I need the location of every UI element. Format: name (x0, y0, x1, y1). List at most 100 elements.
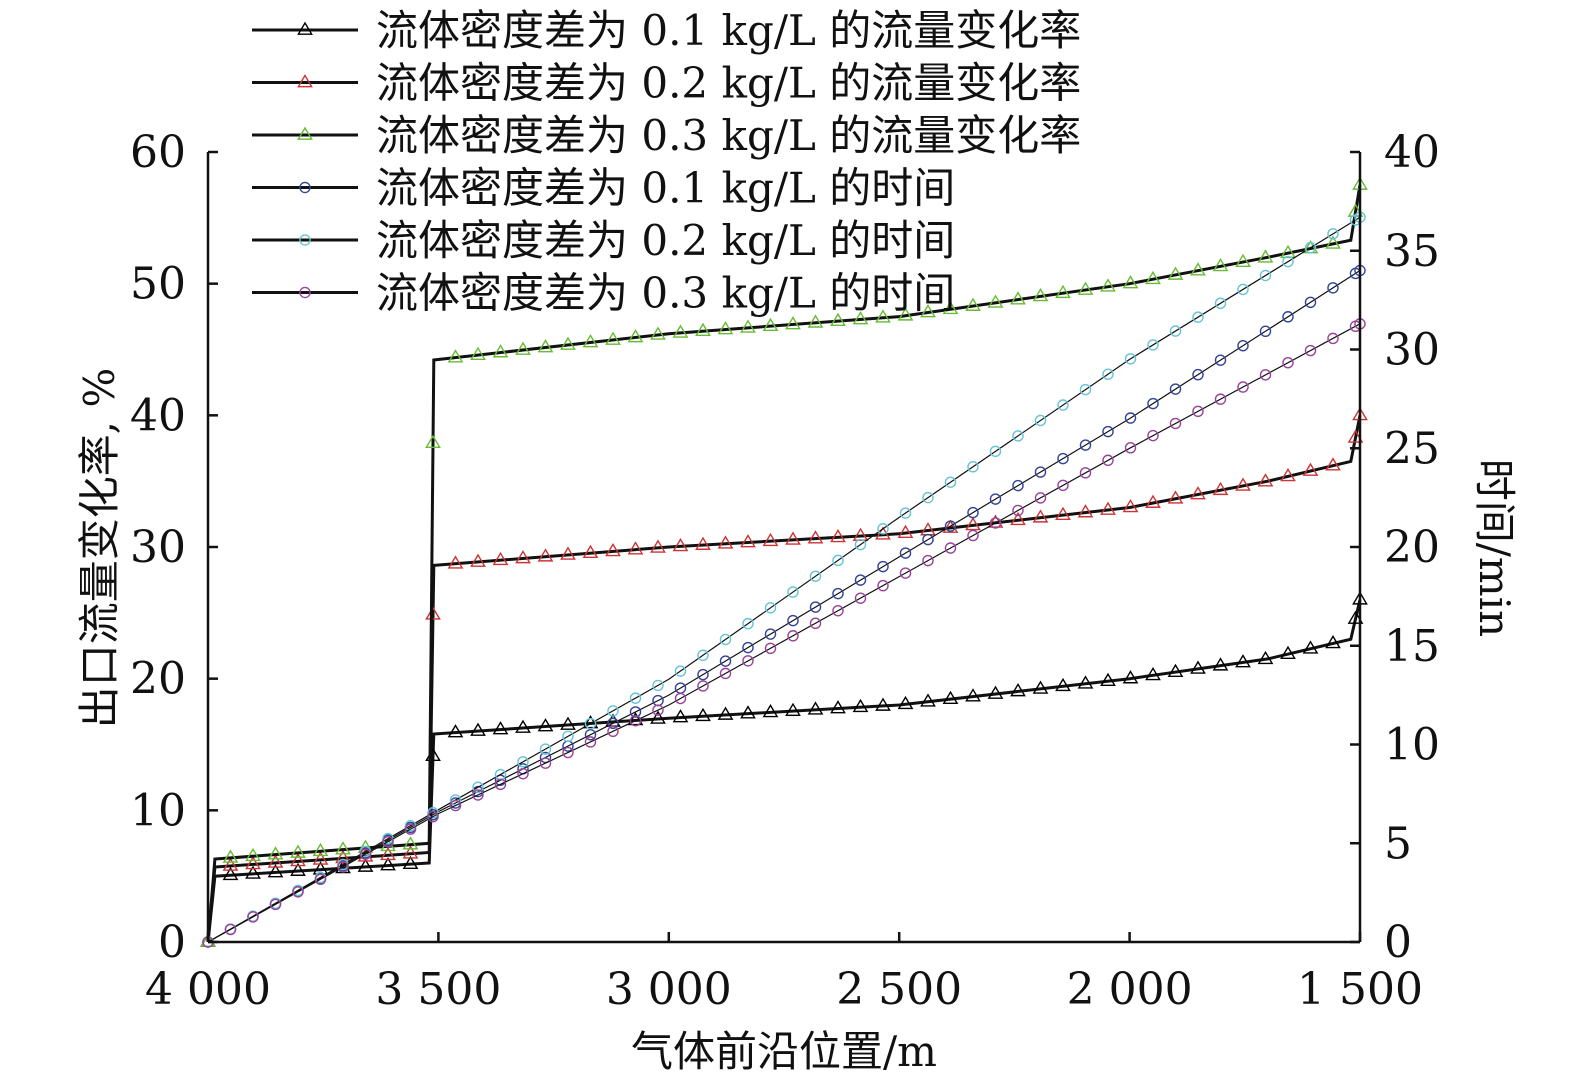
data-point (335, 841, 351, 855)
data-point (697, 680, 709, 692)
data-point (740, 319, 756, 333)
data-point (245, 847, 261, 862)
data-point (1304, 241, 1317, 254)
data-point (1077, 504, 1094, 518)
data-point (922, 491, 934, 504)
data-point (427, 810, 439, 823)
y-left-tick-label: 40 (130, 390, 186, 441)
data-point (922, 554, 934, 567)
data-point (267, 846, 284, 860)
data-point (292, 886, 304, 898)
data-point (335, 849, 351, 864)
data-point (245, 865, 261, 879)
data-point (762, 532, 779, 547)
data-point (742, 617, 754, 630)
legend-label: 流体密度差为 0.1 kg/L 的时间 (376, 164, 955, 213)
data-point (717, 535, 734, 549)
data-point (222, 857, 239, 871)
data-point (830, 528, 846, 543)
data-point (1012, 504, 1024, 517)
data-point (787, 614, 799, 627)
y-left-tick-label: 10 (130, 785, 186, 836)
data-point (312, 842, 329, 857)
right-y-axis-title: 时间/min (1470, 459, 1519, 637)
data-point (1032, 288, 1049, 302)
data-point (222, 849, 239, 863)
data-point (605, 543, 621, 557)
y-right-tick-label: 25 (1384, 423, 1440, 474)
data-point (517, 767, 529, 780)
data-point (1147, 429, 1159, 442)
data-point (830, 312, 846, 327)
data-point (1100, 672, 1116, 687)
legend-marker (299, 181, 311, 194)
data-point (967, 506, 979, 519)
series-layer (200, 176, 1368, 948)
y-right-tick-label: 5 (1384, 818, 1412, 869)
data-point (1257, 473, 1274, 487)
data-point (920, 304, 936, 318)
legend-marker (299, 234, 311, 246)
data-point (1100, 278, 1116, 292)
y-left-tick-label: 0 (158, 917, 186, 968)
ticks-layer: 4 000 3 500 3 000 2 500 2 000 1 5000102030405… (130, 127, 1440, 1015)
data-point (560, 546, 576, 560)
data-point (425, 434, 441, 448)
data-point (807, 530, 824, 544)
data-point (989, 517, 1002, 529)
data-point (492, 721, 509, 735)
data-point (1077, 281, 1094, 295)
data-point (695, 322, 711, 337)
data-point (1122, 670, 1139, 684)
data-point (290, 862, 306, 876)
y-left-tick-label: 50 (130, 259, 186, 310)
data-point (425, 606, 441, 620)
data-point (965, 517, 981, 531)
data-point (899, 547, 912, 559)
data-point (809, 570, 822, 582)
data-point (650, 710, 666, 724)
data-point (1212, 657, 1229, 671)
legend-entry: 流体密度差为 0.3 kg/L 的时间 (252, 269, 955, 318)
data-point (314, 873, 327, 886)
data-point (897, 524, 914, 539)
data-point (1257, 650, 1274, 665)
y-right-tick-label: 40 (1384, 127, 1440, 178)
x-tick-label: 4 000 (145, 964, 271, 1015)
data-point (717, 706, 734, 720)
data-point (1124, 353, 1137, 365)
data-point (695, 536, 711, 550)
x-tick-label: 3 500 (375, 964, 501, 1015)
data-point (762, 703, 779, 718)
data-point (629, 706, 642, 718)
data-point (1057, 479, 1069, 492)
data-point (652, 679, 664, 692)
data-point (1169, 417, 1182, 430)
data-point (719, 633, 732, 646)
y-right-tick-label: 10 (1384, 720, 1440, 771)
data-point (672, 537, 689, 552)
data-point (1147, 397, 1159, 410)
y-right-tick-label: 15 (1384, 621, 1440, 672)
data-point (1032, 680, 1049, 694)
data-point (854, 592, 867, 604)
legend-marker (297, 126, 313, 140)
data-point (1237, 339, 1249, 352)
data-point (1192, 405, 1204, 418)
series-2 (200, 406, 1368, 947)
data-point (449, 799, 462, 812)
data-point (1212, 257, 1229, 272)
data-point (539, 743, 552, 755)
data-point (942, 519, 959, 533)
data-point (605, 331, 621, 345)
data-point (1235, 654, 1251, 668)
data-point (1079, 439, 1092, 451)
data-point (899, 507, 912, 519)
data-point (922, 533, 934, 546)
data-point (944, 520, 957, 532)
data-point (785, 316, 801, 330)
y-left-tick-label: 20 (130, 654, 186, 705)
data-point (627, 541, 644, 555)
data-point (1145, 666, 1161, 681)
